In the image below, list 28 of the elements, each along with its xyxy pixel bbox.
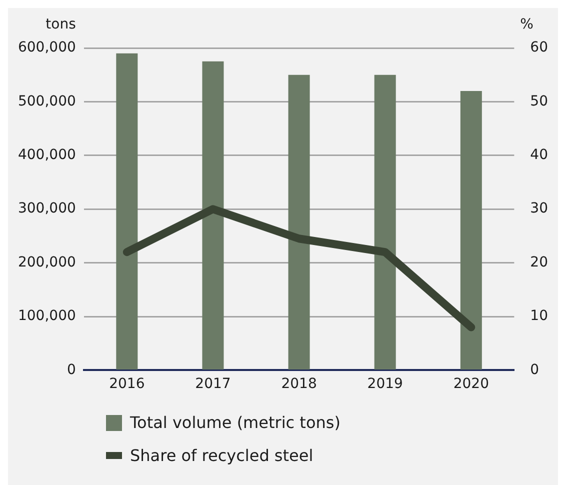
legend-label: Total volume (metric tons) — [130, 413, 340, 432]
x-tick-label: 2018 — [281, 376, 317, 392]
y-tick-label: 300,000 — [18, 200, 76, 217]
y-tick-label: 600,000 — [18, 40, 76, 56]
y-tick-label: 200,000 — [18, 254, 76, 270]
x-tick-label: 2017 — [195, 376, 231, 392]
y-tick-label: 100,000 — [18, 308, 76, 324]
y-axis-title: tons — [46, 16, 76, 33]
y2-tick-label: 10 — [530, 308, 548, 324]
x-tick-label: 2019 — [367, 376, 403, 392]
bar — [288, 74, 310, 370]
x-tick-label: 2016 — [109, 376, 145, 392]
y2-tick-label: 20 — [530, 254, 548, 270]
x-tick-label: 2020 — [453, 376, 489, 392]
y2-tick-label: 60 — [530, 40, 548, 56]
y2-tick-label: 30 — [530, 200, 548, 217]
y2-tick-label: 50 — [530, 93, 548, 110]
legend-label: Share of recycled steel — [130, 446, 314, 465]
y-tick-label: 400,000 — [18, 147, 76, 164]
bar — [202, 61, 224, 370]
y-tick-label: 0 — [66, 362, 76, 378]
y-tick-label: 500,000 — [18, 93, 76, 110]
y2-axis-title: % — [520, 16, 534, 33]
bar — [374, 74, 396, 370]
y2-tick-label: 0 — [530, 362, 540, 378]
bar — [116, 53, 138, 370]
y2-tick-label: 40 — [530, 147, 548, 164]
bar — [460, 90, 482, 370]
